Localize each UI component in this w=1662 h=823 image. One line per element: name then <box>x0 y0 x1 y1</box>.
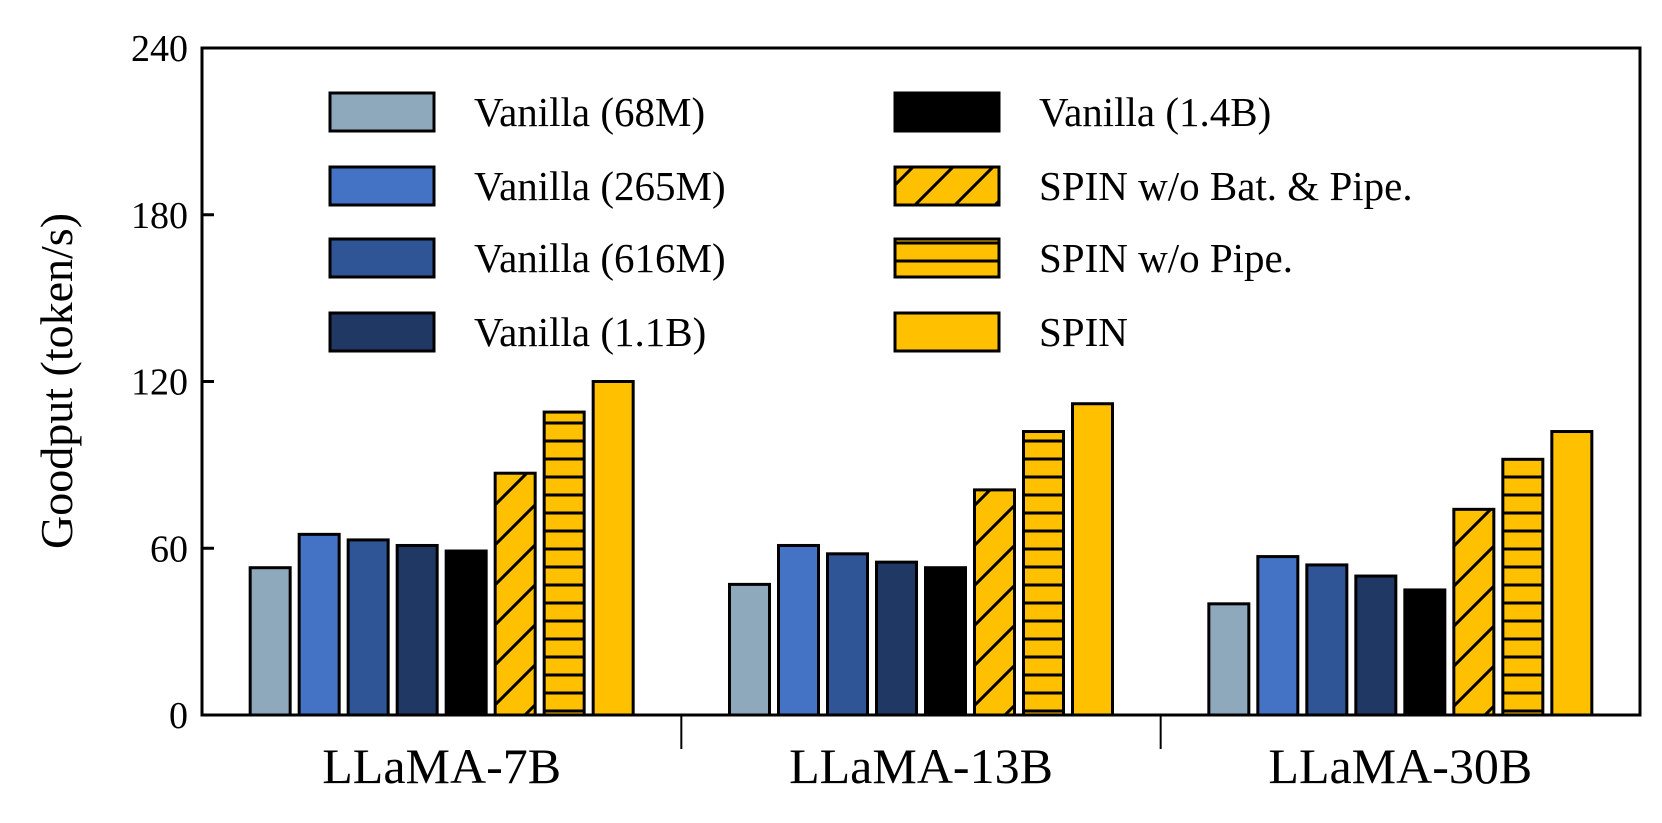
bar-vanilla-1-4b-llama-7b <box>444 549 488 717</box>
bar-spin-llama-7b <box>591 380 635 717</box>
legend: Vanilla (68M) Vanilla (265M) Vanilla (616M… <box>328 89 1413 355</box>
x-axis: LLaMA-7B LLaMA-13B LLaMA-30B <box>322 715 1532 794</box>
legend-label-vanilla-1-1b: Vanilla (1.1B) <box>474 309 706 355</box>
bar-vanilla-265m-llama-7b <box>297 532 341 717</box>
x-category-label: LLaMA-30B <box>1268 738 1532 794</box>
bar-vanilla-68m-llama-7b <box>248 566 292 717</box>
bar-vanilla-1-1b-llama-13b <box>875 560 918 717</box>
bar-vanilla-616m-llama-30b <box>1305 563 1349 717</box>
legend-swatch-vanilla-1-4b <box>893 91 1001 133</box>
y-tick-label: 180 <box>131 195 188 237</box>
legend-swatch-vanilla-616m <box>328 237 436 279</box>
legend-label-vanilla-265m: Vanilla (265M) <box>474 163 726 209</box>
y-tick-label: 240 <box>131 28 188 70</box>
y-axis-title: Goodput (token/s) <box>31 213 82 549</box>
legend-swatch-spin-w-o-pipe <box>893 237 1001 279</box>
bar-spin-w-o-pipe-llama-30b <box>1501 457 1545 717</box>
legend-label-vanilla-68m: Vanilla (68M) <box>474 89 705 135</box>
bar-vanilla-616m-llama-7b <box>346 538 390 717</box>
legend-label-spin-w-o-bat-pipe: SPIN w/o Bat. & Pipe. <box>1039 163 1413 209</box>
y-axis: 0 60 120 180 240 <box>131 28 214 737</box>
bar-vanilla-1-1b-llama-7b <box>395 543 439 717</box>
bar-vanilla-616m-llama-13b <box>826 552 869 717</box>
y-tick-label: 0 <box>169 695 188 737</box>
x-category-label: LLaMA-7B <box>322 738 561 794</box>
legend-swatch-vanilla-68m <box>328 91 436 133</box>
bar-vanilla-1-4b-llama-30b <box>1403 588 1447 717</box>
legend-swatch-vanilla-1-1b <box>328 311 436 353</box>
legend-label-vanilla-1-4b: Vanilla (1.4B) <box>1039 89 1271 135</box>
legend-swatch-vanilla-265m <box>328 165 436 207</box>
bar-vanilla-1-4b-llama-13b <box>924 566 967 717</box>
bar-spin-w-o-bat-pipe-llama-7b <box>493 471 537 717</box>
bars <box>248 380 1594 717</box>
bar-spin-w-o-pipe-llama-13b <box>1022 430 1065 717</box>
legend-label-spin-w-o-pipe: SPIN w/o Pipe. <box>1039 235 1293 281</box>
legend-swatch-spin-w-o-bat-pipe <box>893 165 1001 207</box>
bar-spin-w-o-bat-pipe-llama-30b <box>1452 507 1496 717</box>
legend-swatch-spin <box>893 311 1001 353</box>
legend-label-spin: SPIN <box>1039 309 1128 355</box>
bar-spin-w-o-bat-pipe-llama-13b <box>973 488 1016 717</box>
legend-label-vanilla-616m: Vanilla (616M) <box>474 235 726 281</box>
x-category-label: LLaMA-13B <box>789 738 1053 794</box>
y-tick-label: 60 <box>150 528 188 570</box>
bar-spin-llama-30b <box>1550 430 1594 717</box>
bar-spin-w-o-pipe-llama-7b <box>542 410 586 717</box>
bar-vanilla-265m-llama-30b <box>1256 555 1300 717</box>
bar-vanilla-68m-llama-13b <box>728 582 771 717</box>
bar-vanilla-68m-llama-30b <box>1207 602 1251 717</box>
bar-vanilla-265m-llama-13b <box>777 543 820 717</box>
bar-spin-llama-13b <box>1071 402 1114 717</box>
y-tick-label: 120 <box>131 362 188 404</box>
bar-vanilla-1-1b-llama-30b <box>1354 574 1398 717</box>
